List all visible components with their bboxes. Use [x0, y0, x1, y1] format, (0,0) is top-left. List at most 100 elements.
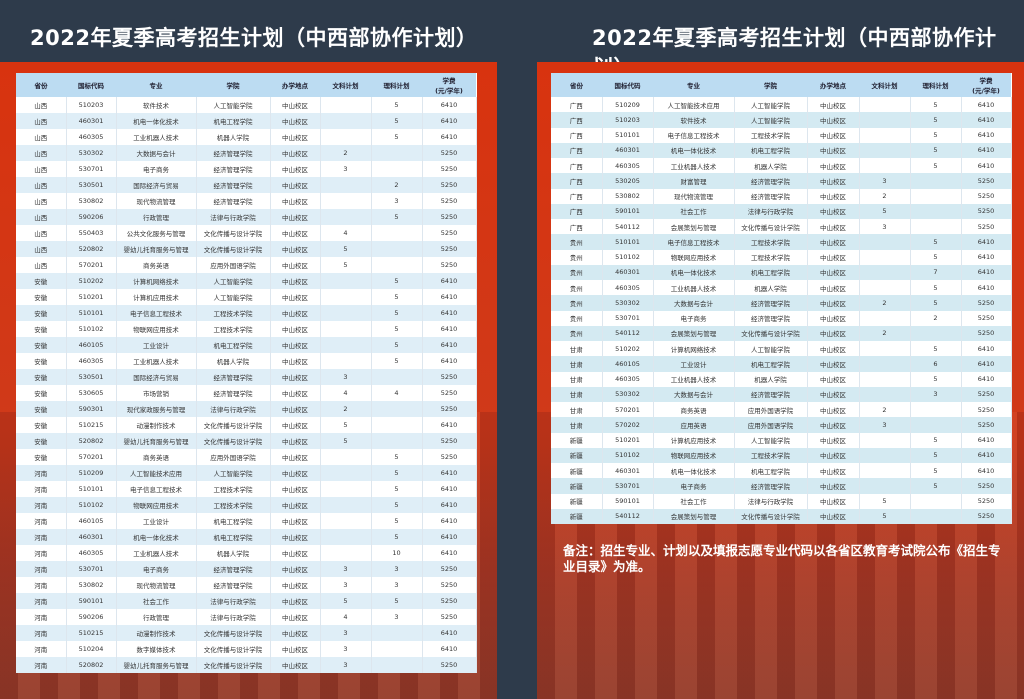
table-row: 广西 540112 会展策划与管理 文化传播与设计学院 中山校区 3 5250 [551, 219, 1012, 235]
cell-arts-quota [859, 386, 911, 402]
cell-tuition: 5250 [961, 219, 1012, 235]
cell-code: 460305 [602, 280, 654, 296]
cell-major: 工业设计 [653, 356, 735, 372]
cell-tuition: 6410 [422, 417, 477, 433]
cell-major: 物联网应用技术 [116, 321, 197, 337]
cell-arts-quota [320, 481, 372, 497]
table-row: 山西 530701 电子商务 经济管理学院 中山校区 3 5250 [16, 161, 477, 177]
cell-major: 物联网应用技术 [653, 249, 735, 265]
cell-province: 甘肃 [551, 341, 603, 357]
cell-major: 电子商务 [116, 161, 197, 177]
cell-province: 广西 [551, 203, 603, 219]
cell-tuition: 6410 [422, 641, 477, 657]
cell-code: 530302 [66, 145, 117, 161]
cell-code: 460305 [602, 371, 654, 387]
cell-campus: 中山校区 [807, 356, 860, 372]
cell-code: 460105 [66, 337, 117, 353]
cell-college: 工程技术学院 [734, 447, 808, 463]
cell-campus: 中山校区 [270, 657, 321, 673]
cell-tuition: 6410 [422, 97, 477, 113]
cell-code: 460301 [66, 529, 117, 545]
cell-major: 现代家政服务与管理 [116, 401, 197, 417]
cell-college: 机电工程学院 [734, 463, 808, 479]
cell-major: 行政管理 [116, 609, 197, 625]
cell-province: 安徽 [16, 289, 67, 305]
cell-campus: 中山校区 [807, 203, 860, 219]
cell-province: 河南 [16, 641, 67, 657]
cell-major: 婴幼儿托育服务与管理 [116, 657, 197, 673]
cell-code: 590301 [66, 401, 117, 417]
cell-college: 法律与行政学院 [196, 609, 271, 625]
cell-campus: 中山校区 [270, 337, 321, 353]
cell-code: 510102 [602, 249, 654, 265]
cell-province: 山西 [16, 193, 67, 209]
cell-province: 安徽 [16, 353, 67, 369]
header-code: 国标代码 [602, 73, 653, 97]
cell-code: 460305 [66, 353, 117, 369]
cell-campus: 中山校区 [270, 625, 321, 641]
cell-major: 人工智能技术应用 [653, 97, 735, 113]
table-row: 新疆 460301 机电一体化技术 机电工程学院 中山校区 5 6410 [551, 463, 1012, 479]
cell-tuition: 6410 [422, 545, 477, 561]
cell-major: 现代物流管理 [116, 193, 197, 209]
cell-arts-quota [320, 97, 372, 113]
cell-tuition: 5250 [422, 609, 477, 625]
cell-code: 510209 [602, 97, 654, 113]
cell-code: 570201 [66, 257, 117, 273]
cell-science-quota: 5 [910, 280, 962, 296]
cell-college: 机器人学院 [196, 353, 271, 369]
cell-college: 经济管理学院 [734, 173, 808, 189]
cell-arts-quota: 2 [320, 145, 372, 161]
cell-arts-quota [859, 97, 911, 113]
cell-arts-quota: 4 [320, 609, 372, 625]
cell-college: 文化传播与设计学院 [734, 508, 808, 524]
table-row: 安徽 510202 计算机网络技术 人工智能学院 中山校区 5 6410 [16, 273, 477, 289]
table-row: 安徽 510101 电子信息工程技术 工程技术学院 中山校区 5 6410 [16, 305, 477, 321]
cell-campus: 中山校区 [270, 497, 321, 513]
cell-tuition: 6410 [422, 497, 477, 513]
cell-college: 经济管理学院 [196, 369, 271, 385]
cell-tuition: 6410 [961, 341, 1012, 357]
table-row: 广西 530205 财富管理 经济管理学院 中山校区 3 5250 [551, 173, 1012, 189]
table-row: 河南 460305 工业机器人技术 机器人学院 中山校区 10 6410 [16, 545, 477, 561]
cell-major: 计算机网络技术 [116, 273, 197, 289]
table-row: 贵州 460301 机电一体化技术 机电工程学院 中山校区 7 6410 [551, 264, 1012, 280]
cell-campus: 中山校区 [807, 417, 860, 433]
cell-code: 530501 [66, 369, 117, 385]
cell-tuition: 6410 [961, 249, 1012, 265]
cell-college: 应用外国语学院 [734, 402, 808, 418]
cell-province: 新疆 [551, 432, 603, 448]
cell-code: 530802 [66, 577, 117, 593]
cell-tuition: 5250 [961, 295, 1012, 311]
cell-college: 工程技术学院 [196, 497, 271, 513]
cell-arts-quota: 3 [859, 219, 911, 235]
cell-college: 工程技术学院 [734, 249, 808, 265]
cell-tuition: 6410 [422, 321, 477, 337]
cell-college: 工程技术学院 [196, 321, 271, 337]
cell-campus: 中山校区 [270, 305, 321, 321]
cell-science-quota [910, 417, 962, 433]
table-row: 新疆 530701 电子商务 经济管理学院 中山校区 5 5250 [551, 478, 1012, 494]
cell-code: 510101 [602, 127, 654, 143]
cell-tuition: 6410 [961, 371, 1012, 387]
cell-arts-quota: 3 [320, 577, 372, 593]
cell-province: 安徽 [16, 417, 67, 433]
cell-campus: 中山校区 [807, 493, 860, 509]
cell-science-quota [371, 225, 423, 241]
header-province: 省份 [551, 73, 602, 97]
cell-college: 经济管理学院 [196, 385, 271, 401]
cell-province: 贵州 [551, 325, 603, 341]
cell-arts-quota [859, 341, 911, 357]
cell-arts-quota [320, 545, 372, 561]
cell-science-quota: 5 [371, 289, 423, 305]
cell-campus: 中山校区 [270, 321, 321, 337]
cell-campus: 中山校区 [270, 257, 321, 273]
cell-major: 工业机器人技术 [653, 371, 735, 387]
cell-science-quota [910, 493, 962, 509]
cell-tuition: 5250 [961, 508, 1012, 524]
cell-arts-quota: 5 [859, 203, 911, 219]
cell-province: 广西 [551, 127, 603, 143]
cell-major: 公共文化服务与管理 [116, 225, 197, 241]
cell-major: 动漫制作技术 [116, 625, 197, 641]
cell-campus: 中山校区 [270, 225, 321, 241]
